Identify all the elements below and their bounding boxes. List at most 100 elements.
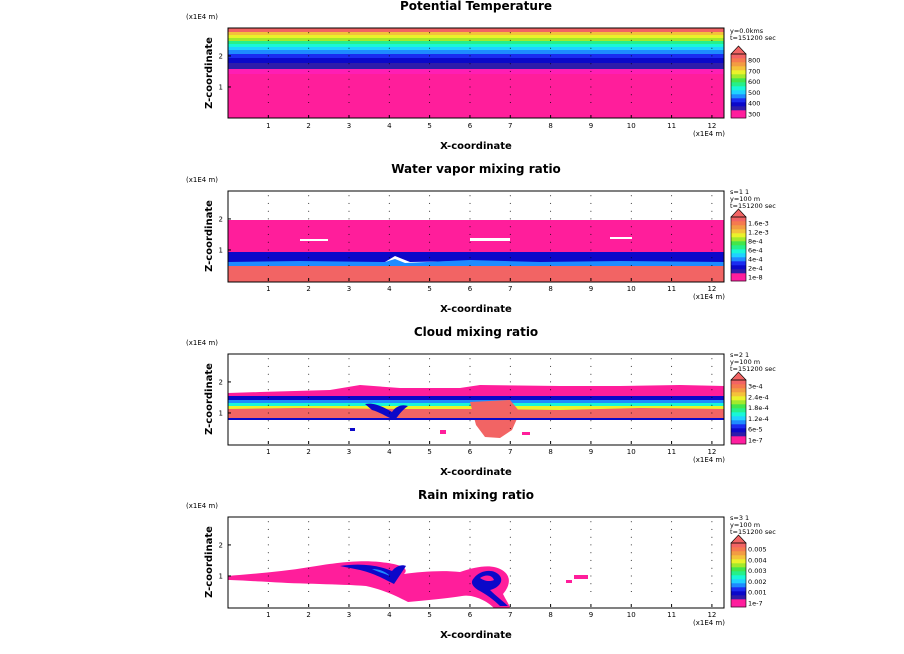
- grid-dot: [388, 47, 390, 49]
- grid-dot: [671, 94, 673, 96]
- plot-frame: [227, 190, 725, 283]
- grid-dot: [267, 86, 269, 88]
- grid-dot: [509, 420, 511, 422]
- x-tick-label: 9: [589, 285, 593, 293]
- x-tick-label: 10: [627, 122, 636, 130]
- grid-dot: [308, 241, 310, 243]
- grid-dot: [550, 32, 552, 34]
- grid-dot: [388, 39, 390, 41]
- grid-dot: [509, 32, 511, 34]
- grid-dot: [308, 412, 310, 414]
- grid-dot: [348, 428, 350, 429]
- grid-dot: [590, 428, 592, 429]
- field-layer: [228, 259, 724, 268]
- field-layer: [228, 396, 724, 400]
- y-axis-label: Z-coordinate: [204, 526, 215, 598]
- grid-dot: [590, 94, 592, 96]
- grid-dot: [429, 583, 431, 585]
- grid-dot: [711, 396, 713, 398]
- field-layer: [440, 430, 446, 434]
- grid-dot: [630, 210, 632, 212]
- grid-dot: [509, 536, 511, 538]
- grid-dot: [308, 86, 310, 88]
- info-line: t=151200 sec: [730, 202, 776, 210]
- x-tick-label: 2: [306, 448, 310, 456]
- colorbar-arrow: [730, 534, 747, 544]
- grid-dot: [550, 559, 552, 561]
- x-tick-label: 1: [266, 611, 270, 619]
- colorbar: 1e-7 6e-5 1.2e-4 1.8e-4 2.4e-4 3e-4: [730, 371, 769, 445]
- colorbar-swatch: [731, 70, 746, 75]
- grid-dot: [469, 412, 471, 414]
- grid-dot: [509, 521, 511, 523]
- grid-dot: [590, 420, 592, 422]
- grid-dot: [711, 86, 713, 88]
- colorbar-swatch: [731, 420, 746, 425]
- field-layer: [340, 564, 406, 584]
- grid-dot: [711, 195, 713, 197]
- grid-dot: [469, 233, 471, 235]
- colorbar-label: 1.2e-4: [748, 415, 769, 423]
- colorbar: 300 400 500 600 700 800: [730, 45, 760, 119]
- colorbar-arrow: [730, 45, 747, 55]
- grid-dot: [267, 94, 269, 96]
- grid-dot: [671, 226, 673, 228]
- grid-dot: [590, 32, 592, 34]
- grid-dot: [711, 39, 713, 41]
- colorbar-frame: [730, 53, 747, 119]
- grid-dot: [590, 39, 592, 41]
- x-tick-label: 7: [508, 122, 512, 130]
- grid-dot: [509, 591, 511, 592]
- y-ticks: 12: [219, 541, 231, 580]
- grid-dot: [509, 404, 511, 406]
- field-layer: [228, 50, 724, 54]
- grid-dot: [348, 365, 350, 367]
- colorbar-swatch: [731, 94, 746, 99]
- colorbar-swatch: [731, 54, 746, 59]
- grid-dot: [711, 428, 713, 429]
- grid-dot: [388, 420, 390, 422]
- x-tick-label: 1: [266, 122, 270, 130]
- grid-dot: [348, 559, 350, 561]
- grid-dot: [630, 544, 632, 546]
- grid-dot: [429, 249, 431, 251]
- grid-dot: [630, 567, 632, 569]
- grid-dot: [550, 257, 552, 259]
- grid-dot: [388, 210, 390, 212]
- grid-dot: [429, 521, 431, 523]
- grid-dot: [630, 389, 632, 391]
- colorbar-arrow: [730, 371, 747, 381]
- field-layer: [228, 58, 724, 63]
- colorbar-swatch: [731, 543, 746, 548]
- info-line: t=151200 sec: [730, 365, 776, 373]
- grid-dot: [308, 536, 310, 538]
- info-line: t=151200 sec: [730, 528, 776, 536]
- x-axis-label: X-coordinate: [440, 304, 512, 315]
- grid-dot: [267, 70, 269, 72]
- grid-dot: [308, 70, 310, 72]
- grid-dot: [267, 583, 269, 585]
- field-layer: [228, 418, 724, 420]
- grid-dot: [267, 365, 269, 367]
- grid-dot: [267, 241, 269, 243]
- grid-dot: [671, 218, 673, 220]
- colorbar-swatch: [731, 110, 746, 115]
- grid-dot: [630, 32, 632, 34]
- colorbar-label: 0.002: [748, 578, 767, 586]
- grid-dot: [509, 241, 511, 243]
- grid-dot: [267, 536, 269, 538]
- grid-dot: [267, 552, 269, 554]
- grid-dot: [388, 241, 390, 243]
- x-tick-label: 5: [427, 122, 431, 130]
- x-tick-label: 8: [548, 122, 552, 130]
- grid-dot: [590, 70, 592, 72]
- grid-dot: [308, 567, 310, 569]
- x-tick-label: 3: [347, 611, 351, 619]
- grid-dot: [671, 373, 673, 375]
- grid-dot: [630, 591, 632, 592]
- grid-dot: [267, 575, 269, 577]
- grid-dot: [590, 257, 592, 259]
- colorbar-frame: [730, 216, 747, 282]
- field-layer: [228, 63, 724, 69]
- grid-dot: [308, 396, 310, 398]
